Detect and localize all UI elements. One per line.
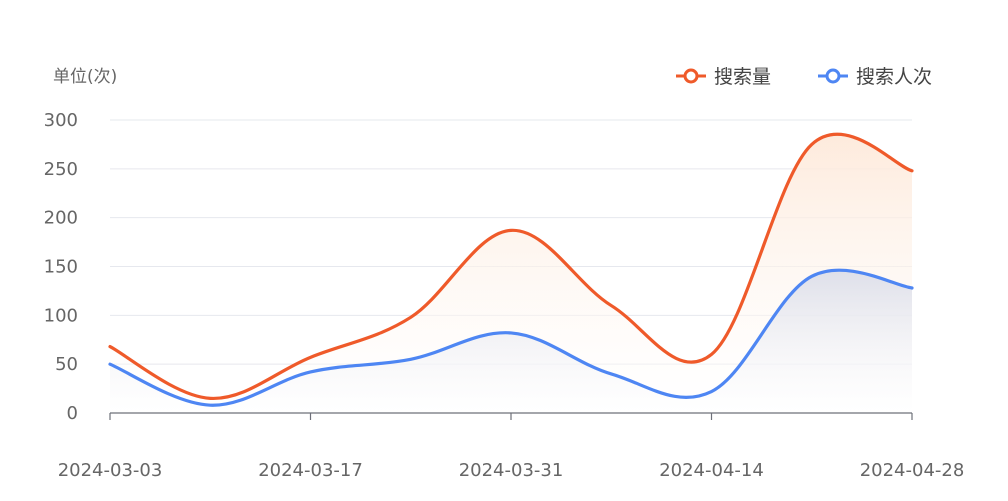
series-line-1[interactable] (108, 132, 914, 400)
y-tick-label: 0 (67, 403, 78, 424)
x-tick-label: 2024-03-31 (459, 460, 564, 481)
series-area-1 (110, 134, 912, 413)
y-tick-label: 150 (44, 257, 78, 278)
x-tick-label: 2024-04-28 (860, 460, 965, 481)
x-tick-label: 2024-03-17 (258, 460, 363, 481)
y-tick-label: 200 (44, 208, 78, 229)
series-line-2[interactable] (108, 268, 914, 407)
y-tick-label: 300 (44, 110, 78, 131)
x-axis: 2024-03-03 2024-03-17 2024-03-31 2024-04-14… (58, 412, 965, 481)
x-tick-label: 2024-03-03 (58, 460, 163, 481)
legend-item-2[interactable]: 搜索人次 (818, 66, 932, 88)
series-areas (110, 134, 912, 413)
legend-circle-icon (683, 68, 699, 84)
legend-item-1[interactable]: 搜索量 (676, 66, 771, 88)
y-tick-label: 250 (44, 159, 78, 180)
y-tick-label: 100 (44, 305, 78, 326)
legend[interactable]: 搜索量 搜索人次 (676, 66, 932, 88)
series-lines (108, 132, 914, 407)
unit-label: 单位(次) (53, 67, 117, 87)
y-tick-label: 50 (55, 354, 78, 375)
y-axis-ticks: 0 50 100 150 200 250 300 (44, 110, 78, 424)
legend-label: 搜索人次 (856, 66, 932, 88)
series-area-2 (110, 270, 912, 413)
legend-circle-icon (825, 68, 841, 84)
x-tick-label: 2024-04-14 (659, 460, 764, 481)
legend-label: 搜索量 (714, 66, 771, 88)
